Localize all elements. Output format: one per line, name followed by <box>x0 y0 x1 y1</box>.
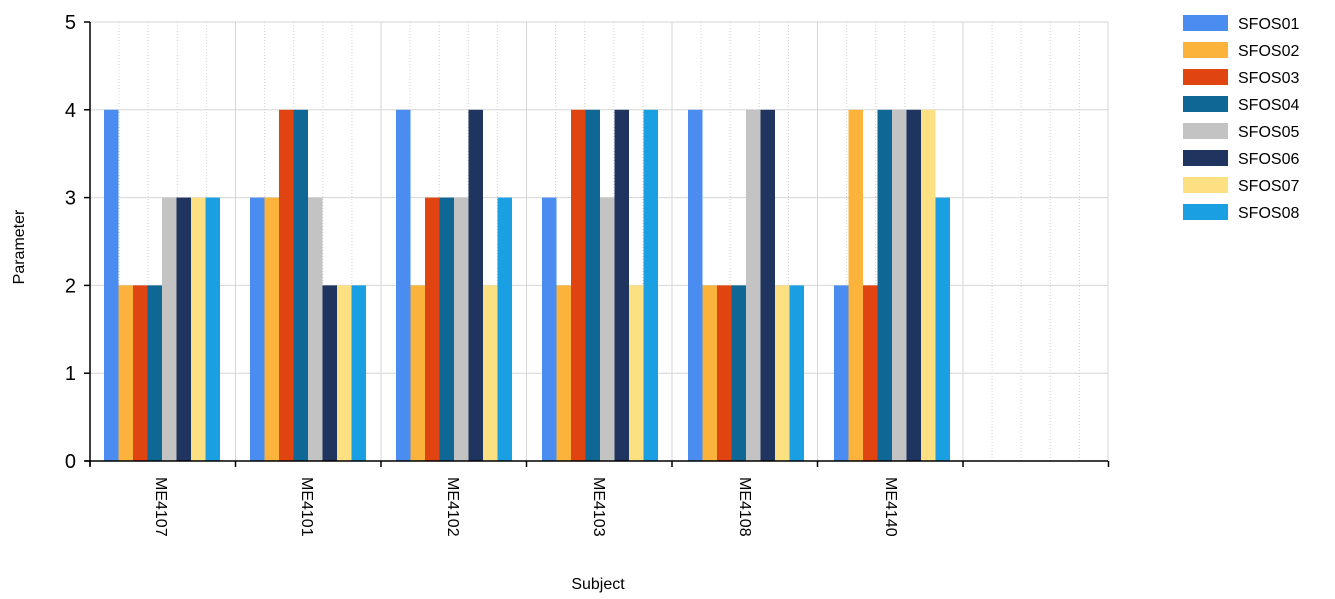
bar-sfos02-me4103 <box>556 285 571 461</box>
x-tick-label: ME4102 <box>444 477 461 537</box>
bar-sfos01-me4107 <box>104 109 119 462</box>
bar-sfos01-me4101 <box>250 197 265 461</box>
legend-item-sfos02: SFOS02 <box>1183 42 1299 60</box>
bar-sfos06-me4107 <box>176 197 191 461</box>
bar-sfos08-me4101 <box>351 285 366 461</box>
bar-sfos04-me4103 <box>585 109 600 462</box>
x-tick-label: ME4107 <box>152 477 169 537</box>
legend-swatch <box>1183 42 1228 58</box>
legend-swatch <box>1183 69 1228 85</box>
legend-item-sfos07: SFOS07 <box>1183 177 1299 195</box>
bar-sfos06-me4103 <box>614 109 629 462</box>
bar-sfos06-me4140 <box>906 109 921 462</box>
bar-sfos07-me4107 <box>191 197 206 461</box>
legend-item-sfos05: SFOS05 <box>1183 123 1299 141</box>
y-tick-label: 2 <box>65 275 76 297</box>
bar-sfos08-me4102 <box>497 197 512 461</box>
bar-sfos01-me4140 <box>834 285 849 461</box>
legend-item-sfos03: SFOS03 <box>1183 69 1299 87</box>
bar-sfos03-me4107 <box>133 285 148 461</box>
bar-sfos03-me4108 <box>717 285 732 461</box>
bars <box>104 109 950 462</box>
bar-sfos07-me4140 <box>921 109 936 462</box>
bar-sfos01-me4103 <box>542 197 557 461</box>
bar-sfos04-me4102 <box>439 197 454 461</box>
bar-sfos05-me4103 <box>600 197 615 461</box>
bar-sfos08-me4108 <box>789 285 804 461</box>
legend-label: SFOS02 <box>1238 43 1299 60</box>
legend-label: SFOS03 <box>1238 70 1299 87</box>
bar-sfos06-me4102 <box>468 109 483 462</box>
bar-sfos03-me4140 <box>863 285 878 461</box>
legend-label: SFOS01 <box>1238 16 1299 33</box>
bar-sfos06-me4108 <box>760 109 775 462</box>
legend-label: SFOS04 <box>1238 97 1299 114</box>
legend-swatch <box>1183 96 1228 112</box>
axes <box>84 21 1110 467</box>
legend-label: SFOS06 <box>1238 151 1299 168</box>
y-tick-label: 5 <box>65 12 76 34</box>
y-tick-label: 4 <box>65 100 76 122</box>
legend-label: SFOS05 <box>1238 124 1299 141</box>
bar-sfos02-me4108 <box>702 285 717 461</box>
bar-sfos02-me4140 <box>848 109 863 462</box>
y-tick-label: 0 <box>65 451 76 473</box>
bar-sfos07-me4101 <box>337 285 352 461</box>
x-tick-label: ME4103 <box>590 477 607 537</box>
legend-label: SFOS07 <box>1238 178 1299 195</box>
y-tick-label: 3 <box>65 188 76 210</box>
legend-swatch <box>1183 123 1228 139</box>
x-axis-label: Subject <box>571 576 625 593</box>
legend-item-sfos01: SFOS01 <box>1183 15 1299 33</box>
legend-item-sfos04: SFOS04 <box>1183 96 1299 114</box>
x-tick-label: ME4108 <box>736 477 753 537</box>
y-tick-labels: 0 1 2 3 4 5 <box>65 12 76 473</box>
bar-sfos05-me4140 <box>892 109 907 462</box>
legend-swatch <box>1183 150 1228 166</box>
x-tick-label: ME4101 <box>298 477 315 537</box>
legend-swatch <box>1183 15 1228 31</box>
bar-sfos01-me4102 <box>396 109 411 462</box>
bar-sfos05-me4102 <box>454 197 469 461</box>
x-tick-label: ME4140 <box>882 477 899 537</box>
bar-sfos08-me4107 <box>205 197 220 461</box>
bar-sfos04-me4101 <box>293 109 308 462</box>
legend-label: SFOS08 <box>1238 205 1299 222</box>
bar-sfos06-me4101 <box>322 285 337 461</box>
y-axis-label: Parameter <box>11 209 28 284</box>
legend-swatch <box>1183 177 1228 193</box>
bar-sfos03-me4102 <box>425 197 440 461</box>
bar-sfos08-me4103 <box>643 109 658 462</box>
bar-sfos04-me4140 <box>877 109 892 462</box>
bar-sfos05-me4108 <box>746 109 761 462</box>
bar-sfos03-me4101 <box>279 109 294 462</box>
legend-swatch <box>1183 204 1228 220</box>
bar-sfos05-me4101 <box>308 197 323 461</box>
bar-sfos03-me4103 <box>571 109 586 462</box>
bar-sfos07-me4108 <box>775 285 790 461</box>
y-tick-label: 1 <box>65 363 76 385</box>
bar-sfos04-me4107 <box>147 285 162 461</box>
bar-sfos08-me4140 <box>935 197 950 461</box>
legend-item-sfos08: SFOS08 <box>1183 204 1299 222</box>
legend: SFOS01 SFOS02 SFOS03 SFOS04 SFOS05 SFOS06 SFOS… <box>1183 15 1299 222</box>
bar-sfos07-me4103 <box>629 285 644 461</box>
bar-sfos01-me4108 <box>688 109 703 462</box>
bar-sfos04-me4108 <box>731 285 746 461</box>
legend-item-sfos06: SFOS06 <box>1183 150 1299 168</box>
x-tick-labels: ME4107 ME4101 ME4102 ME4103 ME4108 ME4140 <box>152 477 899 537</box>
bar-sfos05-me4107 <box>162 197 177 461</box>
bar-sfos02-me4107 <box>118 285 133 461</box>
bar-sfos02-me4102 <box>410 285 425 461</box>
bar-sfos02-me4101 <box>264 197 279 461</box>
bar-sfos07-me4102 <box>483 285 498 461</box>
